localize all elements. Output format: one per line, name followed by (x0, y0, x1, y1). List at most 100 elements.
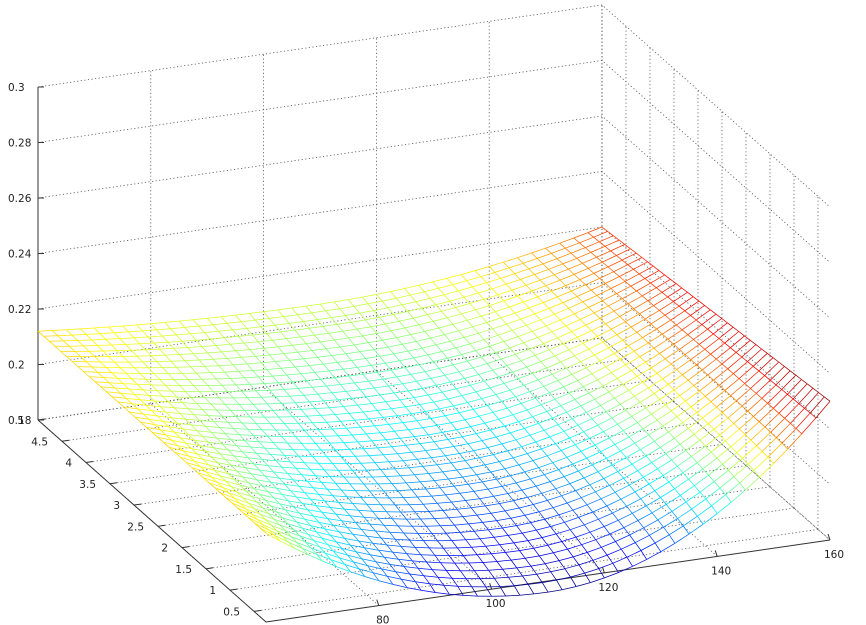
mesh-segment (207, 385, 214, 392)
mesh-segment (620, 498, 627, 507)
mesh-segment (503, 261, 510, 269)
mesh-segment (450, 462, 458, 471)
mesh-segment (288, 541, 295, 549)
mesh-segment (529, 343, 544, 350)
mesh-segment (315, 505, 323, 513)
mesh-segment (429, 298, 437, 306)
mesh-segment (514, 312, 521, 320)
mesh-segment (151, 431, 158, 438)
mesh-segment (750, 375, 765, 389)
mesh-segment (276, 487, 291, 492)
mesh-segment (380, 469, 387, 477)
mesh-segment (514, 584, 529, 587)
mesh-segment (357, 404, 364, 413)
mesh-segment (396, 337, 403, 345)
mesh-segment (190, 333, 197, 341)
mesh-segment (299, 535, 314, 541)
mesh-segment (279, 524, 295, 531)
mesh-segment (279, 524, 286, 532)
mesh-segment (716, 501, 732, 514)
mesh-segment (362, 371, 378, 375)
mesh-segment (300, 372, 315, 375)
mesh-segment (291, 307, 298, 316)
mesh-segment (528, 302, 544, 309)
mesh-segment (228, 473, 235, 480)
mesh-segment (179, 385, 186, 392)
mesh-segment (649, 535, 656, 544)
mesh-segment (498, 329, 513, 336)
mesh-segment (54, 346, 62, 352)
mesh-segment (378, 517, 393, 520)
mesh-segment (541, 443, 556, 450)
mesh-segment (646, 505, 653, 514)
mesh-segment (406, 553, 413, 562)
mesh-segment (565, 279, 580, 286)
mesh-segment (549, 481, 557, 489)
mesh-segment (781, 389, 788, 395)
mesh-segment (382, 340, 389, 348)
mesh-segment (563, 431, 570, 439)
x-tick-label: 120 (598, 582, 618, 594)
mesh-segment (267, 465, 282, 468)
mesh-segment (659, 447, 667, 454)
mesh-segment (253, 488, 269, 493)
mesh-segment (210, 431, 218, 439)
mesh-segment (537, 253, 552, 259)
mesh-segment (475, 350, 482, 358)
mesh-segment (365, 355, 380, 359)
mesh-segment (265, 532, 281, 542)
mesh-segment (439, 408, 446, 417)
mesh-segment (582, 301, 589, 308)
mesh-segment (506, 283, 513, 291)
mesh-segment (721, 352, 737, 365)
mesh-segment (228, 492, 235, 499)
mesh-segment (329, 476, 336, 484)
mesh-segment (191, 467, 207, 473)
mesh-segment (569, 483, 576, 491)
mesh-segment (630, 248, 637, 254)
mesh-segment (560, 355, 575, 363)
mesh-segment (493, 450, 508, 455)
mesh-segment (388, 424, 395, 432)
mesh-segment (472, 367, 479, 375)
wall-z-gridline (37, 337, 831, 541)
mesh-segment (460, 270, 476, 275)
mesh-segment (419, 361, 434, 366)
mesh-segment (586, 552, 594, 561)
mesh-segment (767, 442, 783, 458)
x-tick-label: 80 (376, 615, 389, 625)
mesh-segment (334, 413, 350, 415)
mesh-segment (545, 325, 553, 333)
mesh-segment (317, 392, 333, 395)
mesh-segment (145, 404, 152, 411)
mesh-segment (432, 321, 440, 329)
mesh-segment (249, 384, 257, 392)
mesh-segment (468, 562, 475, 572)
mesh-segment (60, 351, 67, 357)
mesh-segment (306, 378, 321, 381)
mesh-segment (489, 387, 497, 395)
mesh-segment (450, 381, 457, 390)
mesh-segment (396, 376, 403, 385)
mesh-segment (348, 375, 355, 384)
mesh-segment (314, 372, 321, 380)
mesh-segment (642, 337, 649, 344)
mesh-segment (673, 301, 680, 307)
mesh-segment (567, 497, 582, 504)
mesh-segment (233, 455, 240, 463)
mesh-segment (784, 418, 791, 424)
mesh-segment (476, 429, 491, 434)
mesh-segment (459, 453, 466, 461)
mesh-segment (268, 529, 283, 537)
mesh-segment (212, 322, 228, 326)
mesh-segment (616, 326, 632, 336)
mesh-segment (205, 471, 221, 477)
mesh-segment (536, 258, 544, 265)
mesh-segment (164, 320, 180, 323)
mesh-segment (371, 476, 379, 485)
mesh-segment (430, 337, 437, 346)
mesh-segment (495, 306, 510, 313)
mesh-segment (344, 538, 359, 542)
mesh-segment (222, 443, 229, 451)
mesh-segment (344, 508, 359, 511)
